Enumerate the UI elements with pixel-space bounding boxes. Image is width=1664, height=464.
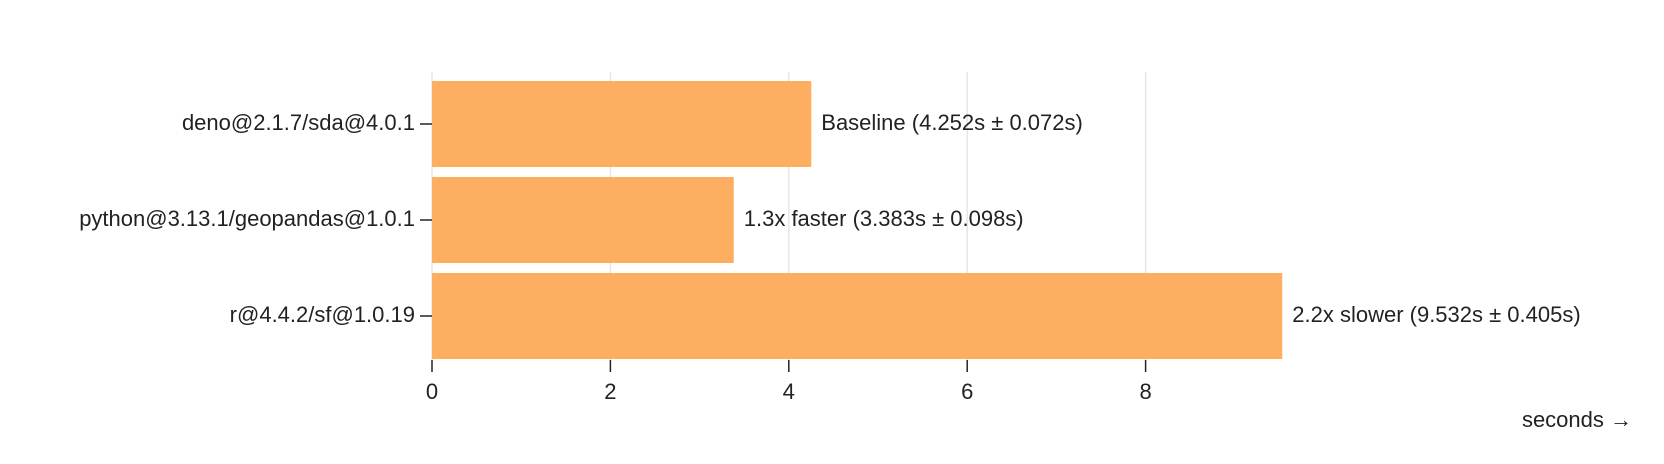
data-label: 2.2x slower (9.532s ± 0.405s) (1292, 302, 1580, 327)
labels: 0 2 4 6 8 deno@2.1.7/sda@4.0.1 Baseline (4.252… (79, 110, 1581, 404)
x-tick-label: 8 (1139, 379, 1151, 404)
x-tick-label: 6 (961, 379, 973, 404)
bar (432, 81, 812, 167)
bar (432, 177, 734, 263)
category-label: deno@2.1.7/sda@4.0.1 (182, 110, 415, 135)
bar (432, 273, 1283, 359)
x-tick-label: 2 (604, 379, 616, 404)
bars (432, 81, 1283, 359)
x-tick-label: 0 (426, 379, 438, 404)
data-label: 1.3x faster (3.383s ± 0.098s) (744, 206, 1024, 231)
category-label: r@4.4.2/sf@1.0.19 (230, 302, 415, 327)
axes (420, 123, 1147, 372)
x-axis-title: seconds → (1522, 407, 1632, 432)
category-label: python@3.13.1/geopandas@1.0.1 (79, 206, 415, 231)
x-tick-label: 4 (783, 379, 795, 404)
data-label: Baseline (4.252s ± 0.072s) (821, 110, 1083, 135)
